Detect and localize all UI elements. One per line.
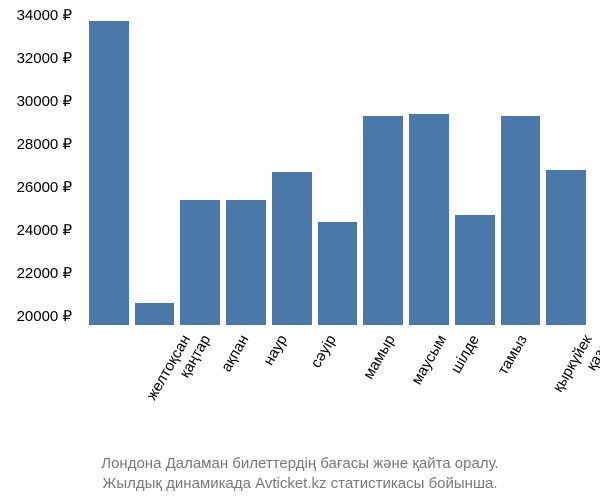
x-tick-label: сәуір xyxy=(307,332,339,371)
caption-line-2: Жылдық динамикада Avticket.kz статистика… xyxy=(0,474,600,494)
bar xyxy=(409,114,449,325)
bars-container xyxy=(85,15,590,325)
y-tick-label: 20000 ₽ xyxy=(17,307,72,325)
bar xyxy=(89,21,129,325)
bar xyxy=(501,116,541,325)
y-tick-label: 28000 ₽ xyxy=(17,135,72,153)
y-tick-label: 24000 ₽ xyxy=(17,221,72,239)
bar xyxy=(135,303,175,325)
bar-chart xyxy=(85,15,590,325)
y-tick-label: 30000 ₽ xyxy=(17,92,72,110)
bar xyxy=(363,116,403,325)
x-tick-label: мамыр xyxy=(360,332,399,382)
bar xyxy=(546,170,586,325)
y-tick-label: 32000 ₽ xyxy=(17,49,72,67)
chart-caption: Лондона Даламан билеттердің бағасы және … xyxy=(0,454,600,495)
bar xyxy=(455,215,495,325)
y-tick-label: 34000 ₽ xyxy=(17,6,72,24)
x-axis: желтоқсанқаңтарақпаннаурсәуірмамырмаусым… xyxy=(85,330,590,450)
bar xyxy=(180,200,220,325)
bar xyxy=(272,172,312,325)
bar xyxy=(318,222,358,325)
x-tick-label: маусым xyxy=(408,332,450,388)
x-tick-label: шілде xyxy=(448,332,483,376)
y-tick-label: 22000 ₽ xyxy=(17,264,72,282)
x-tick-label: ақпан xyxy=(218,332,253,375)
x-tick-label: тамыз xyxy=(494,332,530,378)
y-tick-label: 26000 ₽ xyxy=(17,178,72,196)
y-axis: 20000 ₽ 22000 ₽ 24000 ₽ 26000 ₽ 28000 ₽ 30000… xyxy=(0,15,80,325)
x-tick-label: наур xyxy=(260,332,291,368)
bar xyxy=(226,200,266,325)
caption-line-1: Лондона Даламан билеттердің бағасы және … xyxy=(0,454,600,474)
